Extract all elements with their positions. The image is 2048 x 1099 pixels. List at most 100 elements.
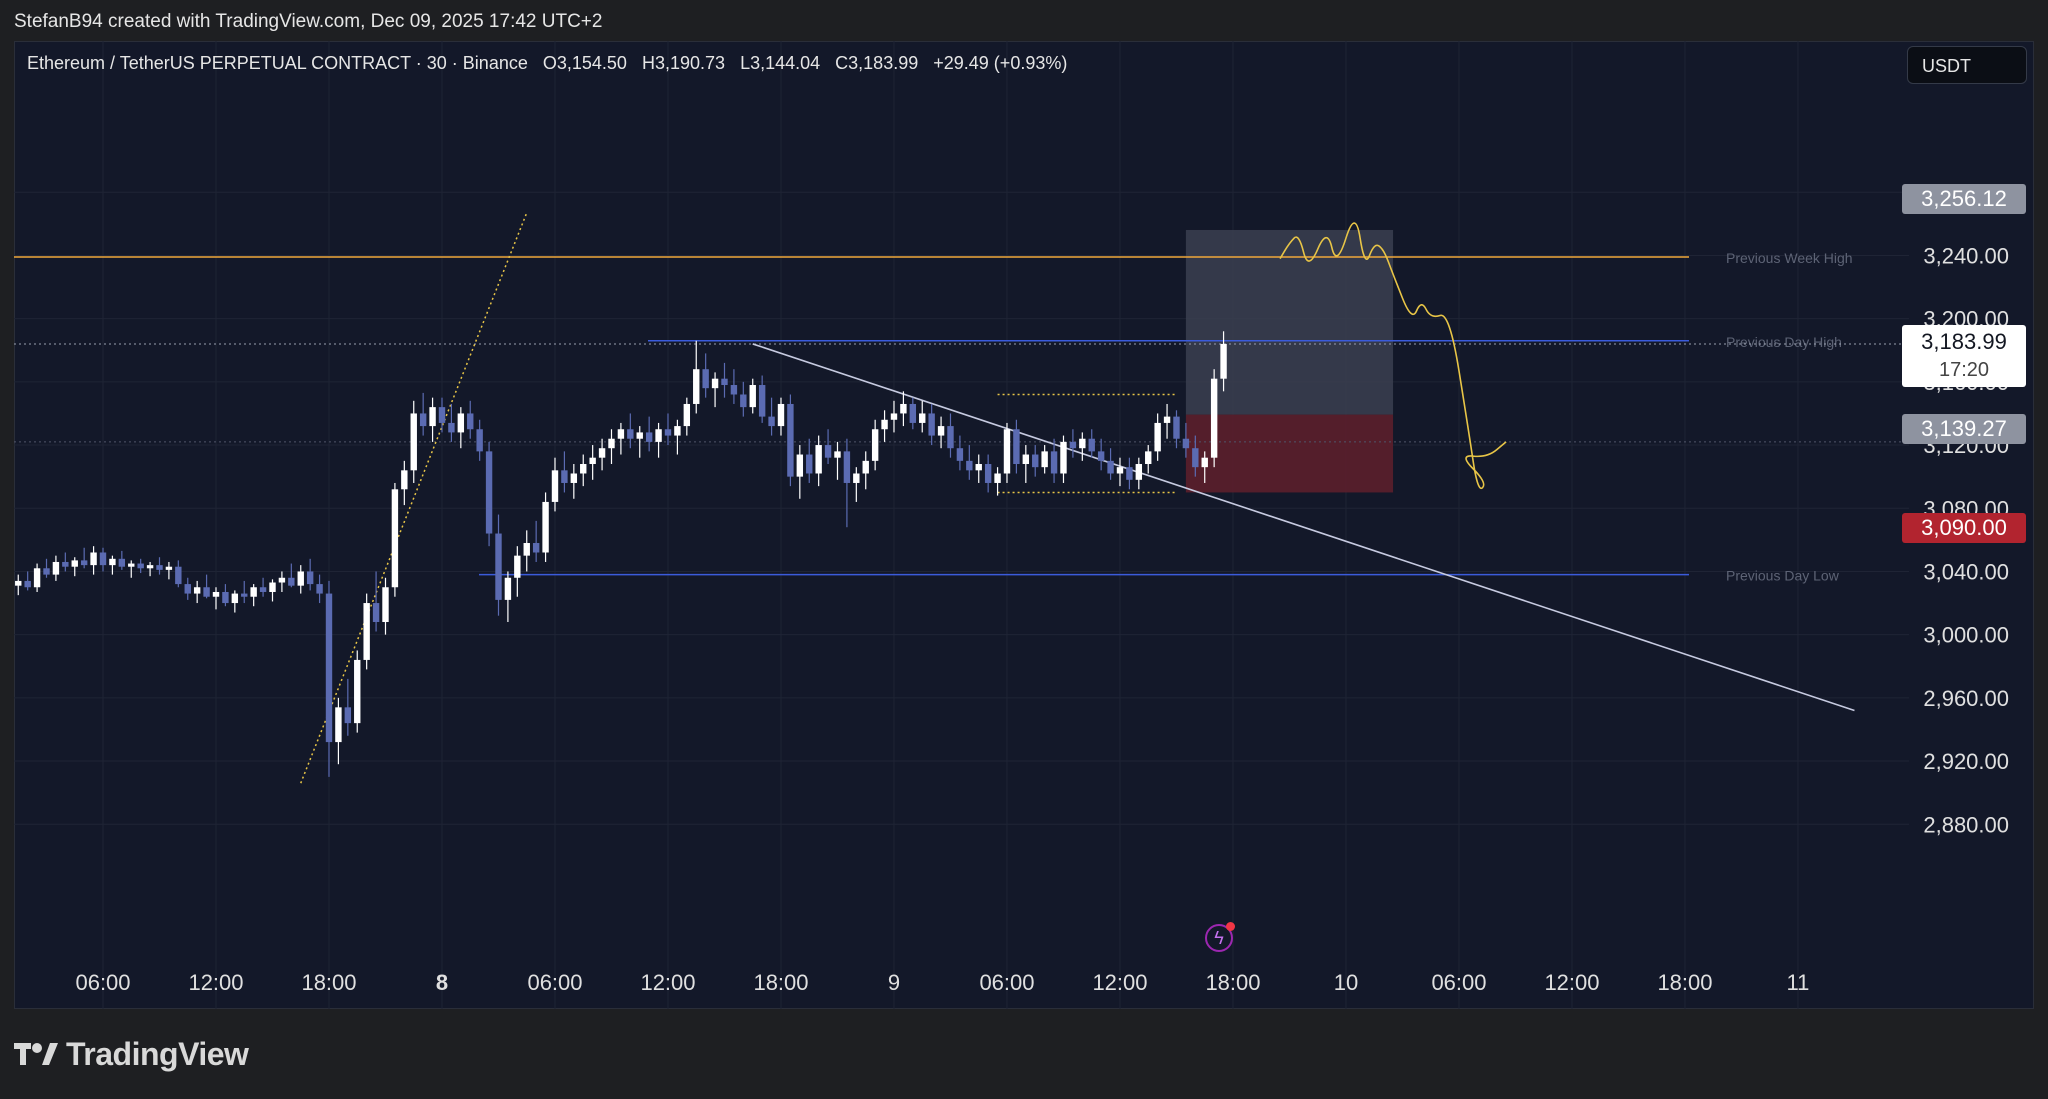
x-tick-label: 10 <box>1334 970 1358 995</box>
candle-body <box>984 464 992 483</box>
candle <box>175 560 182 588</box>
candle-body <box>1201 457 1208 468</box>
candle <box>212 587 220 610</box>
currency-button[interactable]: USDT <box>1907 46 2027 84</box>
candle-body <box>448 422 455 433</box>
candle <box>824 429 832 465</box>
candle <box>542 492 549 562</box>
candle-body <box>1050 451 1058 474</box>
candle <box>391 482 399 597</box>
candle-body <box>175 566 182 585</box>
candle-body <box>890 413 898 420</box>
candle-body <box>1079 438 1086 449</box>
candle <box>523 530 530 572</box>
candle <box>702 353 709 398</box>
candle <box>1003 422 1011 483</box>
candle <box>1154 413 1161 461</box>
y-tick-label: 3,240.00 <box>1923 243 2009 268</box>
candle <box>947 413 954 458</box>
candle <box>862 451 869 490</box>
candle <box>815 435 822 487</box>
candle-body <box>212 591 220 597</box>
level-label: Previous Day High <box>1726 334 1842 350</box>
brand-name: TradingView <box>66 1035 249 1072</box>
candle <box>269 579 276 602</box>
candle <box>758 375 766 423</box>
candle-body <box>928 413 935 436</box>
candle <box>966 445 973 480</box>
x-tick-label: 9 <box>888 970 900 995</box>
candle-body <box>768 416 775 427</box>
level-lines: Previous Week High Previous Day High Previ… <box>14 250 1909 584</box>
candle <box>580 454 587 487</box>
candle <box>730 369 738 404</box>
candle <box>740 381 747 417</box>
candle-body <box>937 426 945 436</box>
candle-body <box>306 571 314 585</box>
candle-body <box>1107 460 1114 474</box>
candle <box>410 400 417 483</box>
candle-body <box>1060 441 1067 474</box>
candle-body <box>1041 451 1048 468</box>
x-tick-label: 06:00 <box>527 970 582 995</box>
y-tick-label: 3,040.00 <box>1923 559 2009 584</box>
candle <box>184 577 191 600</box>
candle <box>288 563 295 588</box>
candle <box>909 397 917 430</box>
candle-body <box>193 587 201 594</box>
candle-body <box>382 587 389 623</box>
candle <box>71 557 78 577</box>
candle-body <box>758 385 766 417</box>
candle-body <box>551 470 559 502</box>
candle-body <box>363 603 370 660</box>
candle <box>372 571 380 632</box>
symbol-name[interactable]: Ethereum / TetherUS PERPETUAL CONTRACT ·… <box>27 53 528 73</box>
candle-body <box>391 489 399 588</box>
candle <box>24 571 31 591</box>
tradingview-logo-icon <box>14 1043 58 1065</box>
candle <box>250 584 257 607</box>
candle <box>514 546 521 597</box>
candle <box>52 555 60 581</box>
candle <box>278 571 286 592</box>
candle <box>203 574 210 599</box>
candle <box>1220 331 1227 392</box>
x-tick-label: 12:00 <box>188 970 243 995</box>
candle-body <box>608 438 615 449</box>
candle <box>881 410 888 442</box>
symbol-legend: Ethereum / TetherUS PERPETUAL CONTRACT ·… <box>27 53 1077 74</box>
candle-body <box>956 448 964 461</box>
candle-body <box>824 445 832 458</box>
target-price-tag: 3,256.12 <box>1902 184 2026 214</box>
candle <box>1069 429 1077 458</box>
low-value: L3,144.04 <box>740 53 821 73</box>
candle <box>241 580 248 604</box>
candle <box>297 565 304 594</box>
bar-countdown: 17:20 <box>1938 359 1990 381</box>
candle <box>15 574 22 596</box>
candle-body <box>1220 343 1227 379</box>
candle <box>457 407 465 449</box>
candle-body <box>919 413 926 423</box>
dotted-trendline <box>300 212 528 784</box>
candle-body <box>693 369 700 404</box>
x-tick-label: 18:00 <box>1205 970 1260 995</box>
candle <box>1022 445 1030 483</box>
current-price-tag: 3,183.99 17:20 <box>1902 325 2026 387</box>
lightning-icon[interactable]: ϟ <box>1205 922 1235 952</box>
candle <box>306 558 314 591</box>
candle-body <box>627 429 634 439</box>
candle-body <box>721 378 728 386</box>
candle-body <box>15 580 22 586</box>
candle-body <box>52 561 60 575</box>
candle-body <box>862 460 869 474</box>
price-chart[interactable]: Previous Week High Previous Day High Previ… <box>14 41 2034 1009</box>
candle-body <box>796 454 804 477</box>
candle <box>532 520 540 562</box>
chart-frame[interactable] <box>14 41 2034 1009</box>
y-tick-label: 3,000.00 <box>1923 623 2009 648</box>
candle-body <box>655 429 662 442</box>
x-tick-label: 12:00 <box>1544 970 1599 995</box>
candle-body <box>504 577 512 600</box>
candle-body <box>80 560 88 566</box>
